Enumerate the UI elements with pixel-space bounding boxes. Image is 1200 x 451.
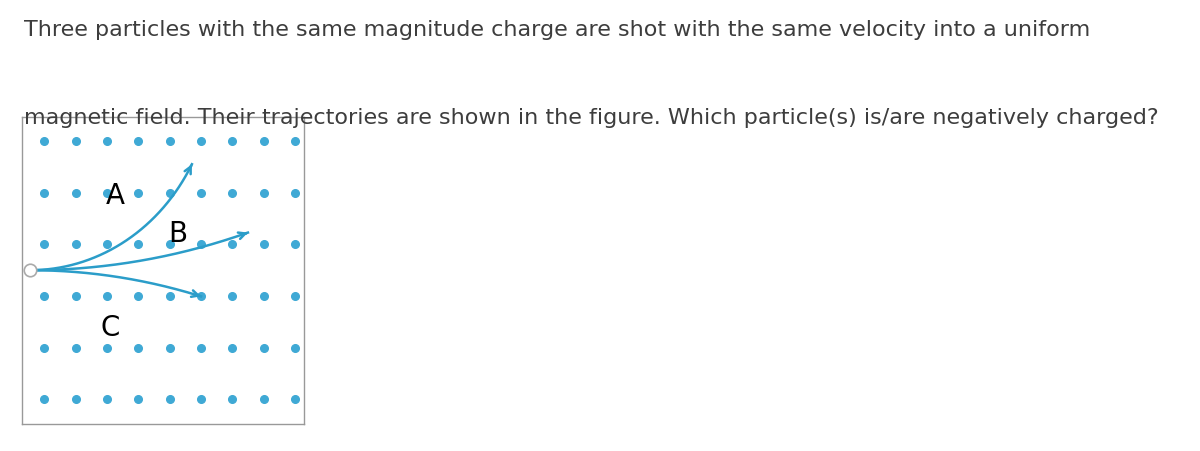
Text: B: B: [168, 220, 187, 248]
Text: magnetic field. Their trajectories are shown in the figure. Which particle(s) is: magnetic field. Their trajectories are s…: [24, 108, 1159, 128]
Text: A: A: [106, 181, 125, 209]
Text: C: C: [101, 313, 120, 341]
Text: Three particles with the same magnitude charge are shot with the same velocity i: Three particles with the same magnitude …: [24, 20, 1091, 40]
